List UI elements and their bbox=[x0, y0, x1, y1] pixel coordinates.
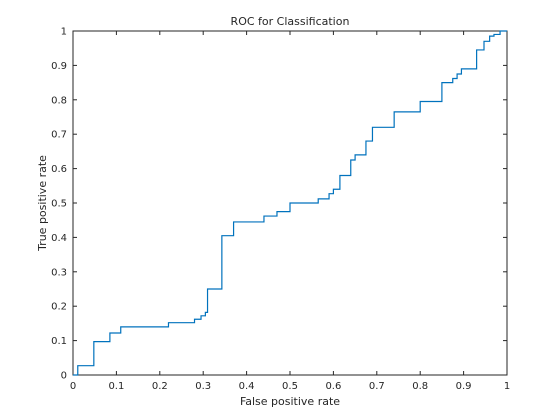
series-layer bbox=[73, 30, 507, 376]
y-tick-label: 0.9 bbox=[51, 61, 67, 72]
y-axis-ticks: 0 0.1 0.2 0.3 0.4 0.5 0.6 0.7 0.8 0.9 1 bbox=[51, 27, 507, 382]
x-tick-label: 0.1 bbox=[108, 381, 124, 392]
x-tick-label: 0.6 bbox=[325, 381, 341, 392]
x-tick-label: 0.7 bbox=[369, 381, 385, 392]
x-axis-ticks: 0 0.1 0.2 0.3 0.4 0.5 0.6 0.7 0.8 0.9 1 bbox=[70, 31, 510, 392]
y-tick-label: 0.2 bbox=[51, 302, 67, 313]
y-tick-label: 0.1 bbox=[51, 336, 67, 347]
x-axis-label: False positive rate bbox=[240, 395, 340, 408]
y-tick-label: 0.7 bbox=[51, 130, 67, 141]
y-tick-label: 0.8 bbox=[51, 95, 67, 106]
x-tick-label: 0.9 bbox=[456, 381, 472, 392]
x-tick-label: 0.2 bbox=[152, 381, 168, 392]
y-tick-label: 0.4 bbox=[51, 233, 67, 244]
x-tick-label: 0.5 bbox=[282, 381, 298, 392]
roc-curve-line bbox=[73, 30, 507, 376]
y-tick-label: 0.6 bbox=[51, 164, 67, 175]
x-tick-label: 0.4 bbox=[239, 381, 255, 392]
x-tick-label: 0.3 bbox=[195, 381, 211, 392]
y-tick-label: 0.3 bbox=[51, 267, 67, 278]
y-axis-label: True positive rate bbox=[36, 155, 49, 252]
x-tick-label: 0 bbox=[70, 381, 76, 392]
y-tick-label: 0.5 bbox=[51, 199, 67, 210]
chart-title: ROC for Classification bbox=[231, 15, 350, 28]
x-tick-label: 0.8 bbox=[412, 381, 428, 392]
y-tick-label: 1 bbox=[61, 27, 67, 38]
x-tick-label: 1 bbox=[504, 381, 510, 392]
y-tick-label: 0 bbox=[61, 371, 67, 382]
